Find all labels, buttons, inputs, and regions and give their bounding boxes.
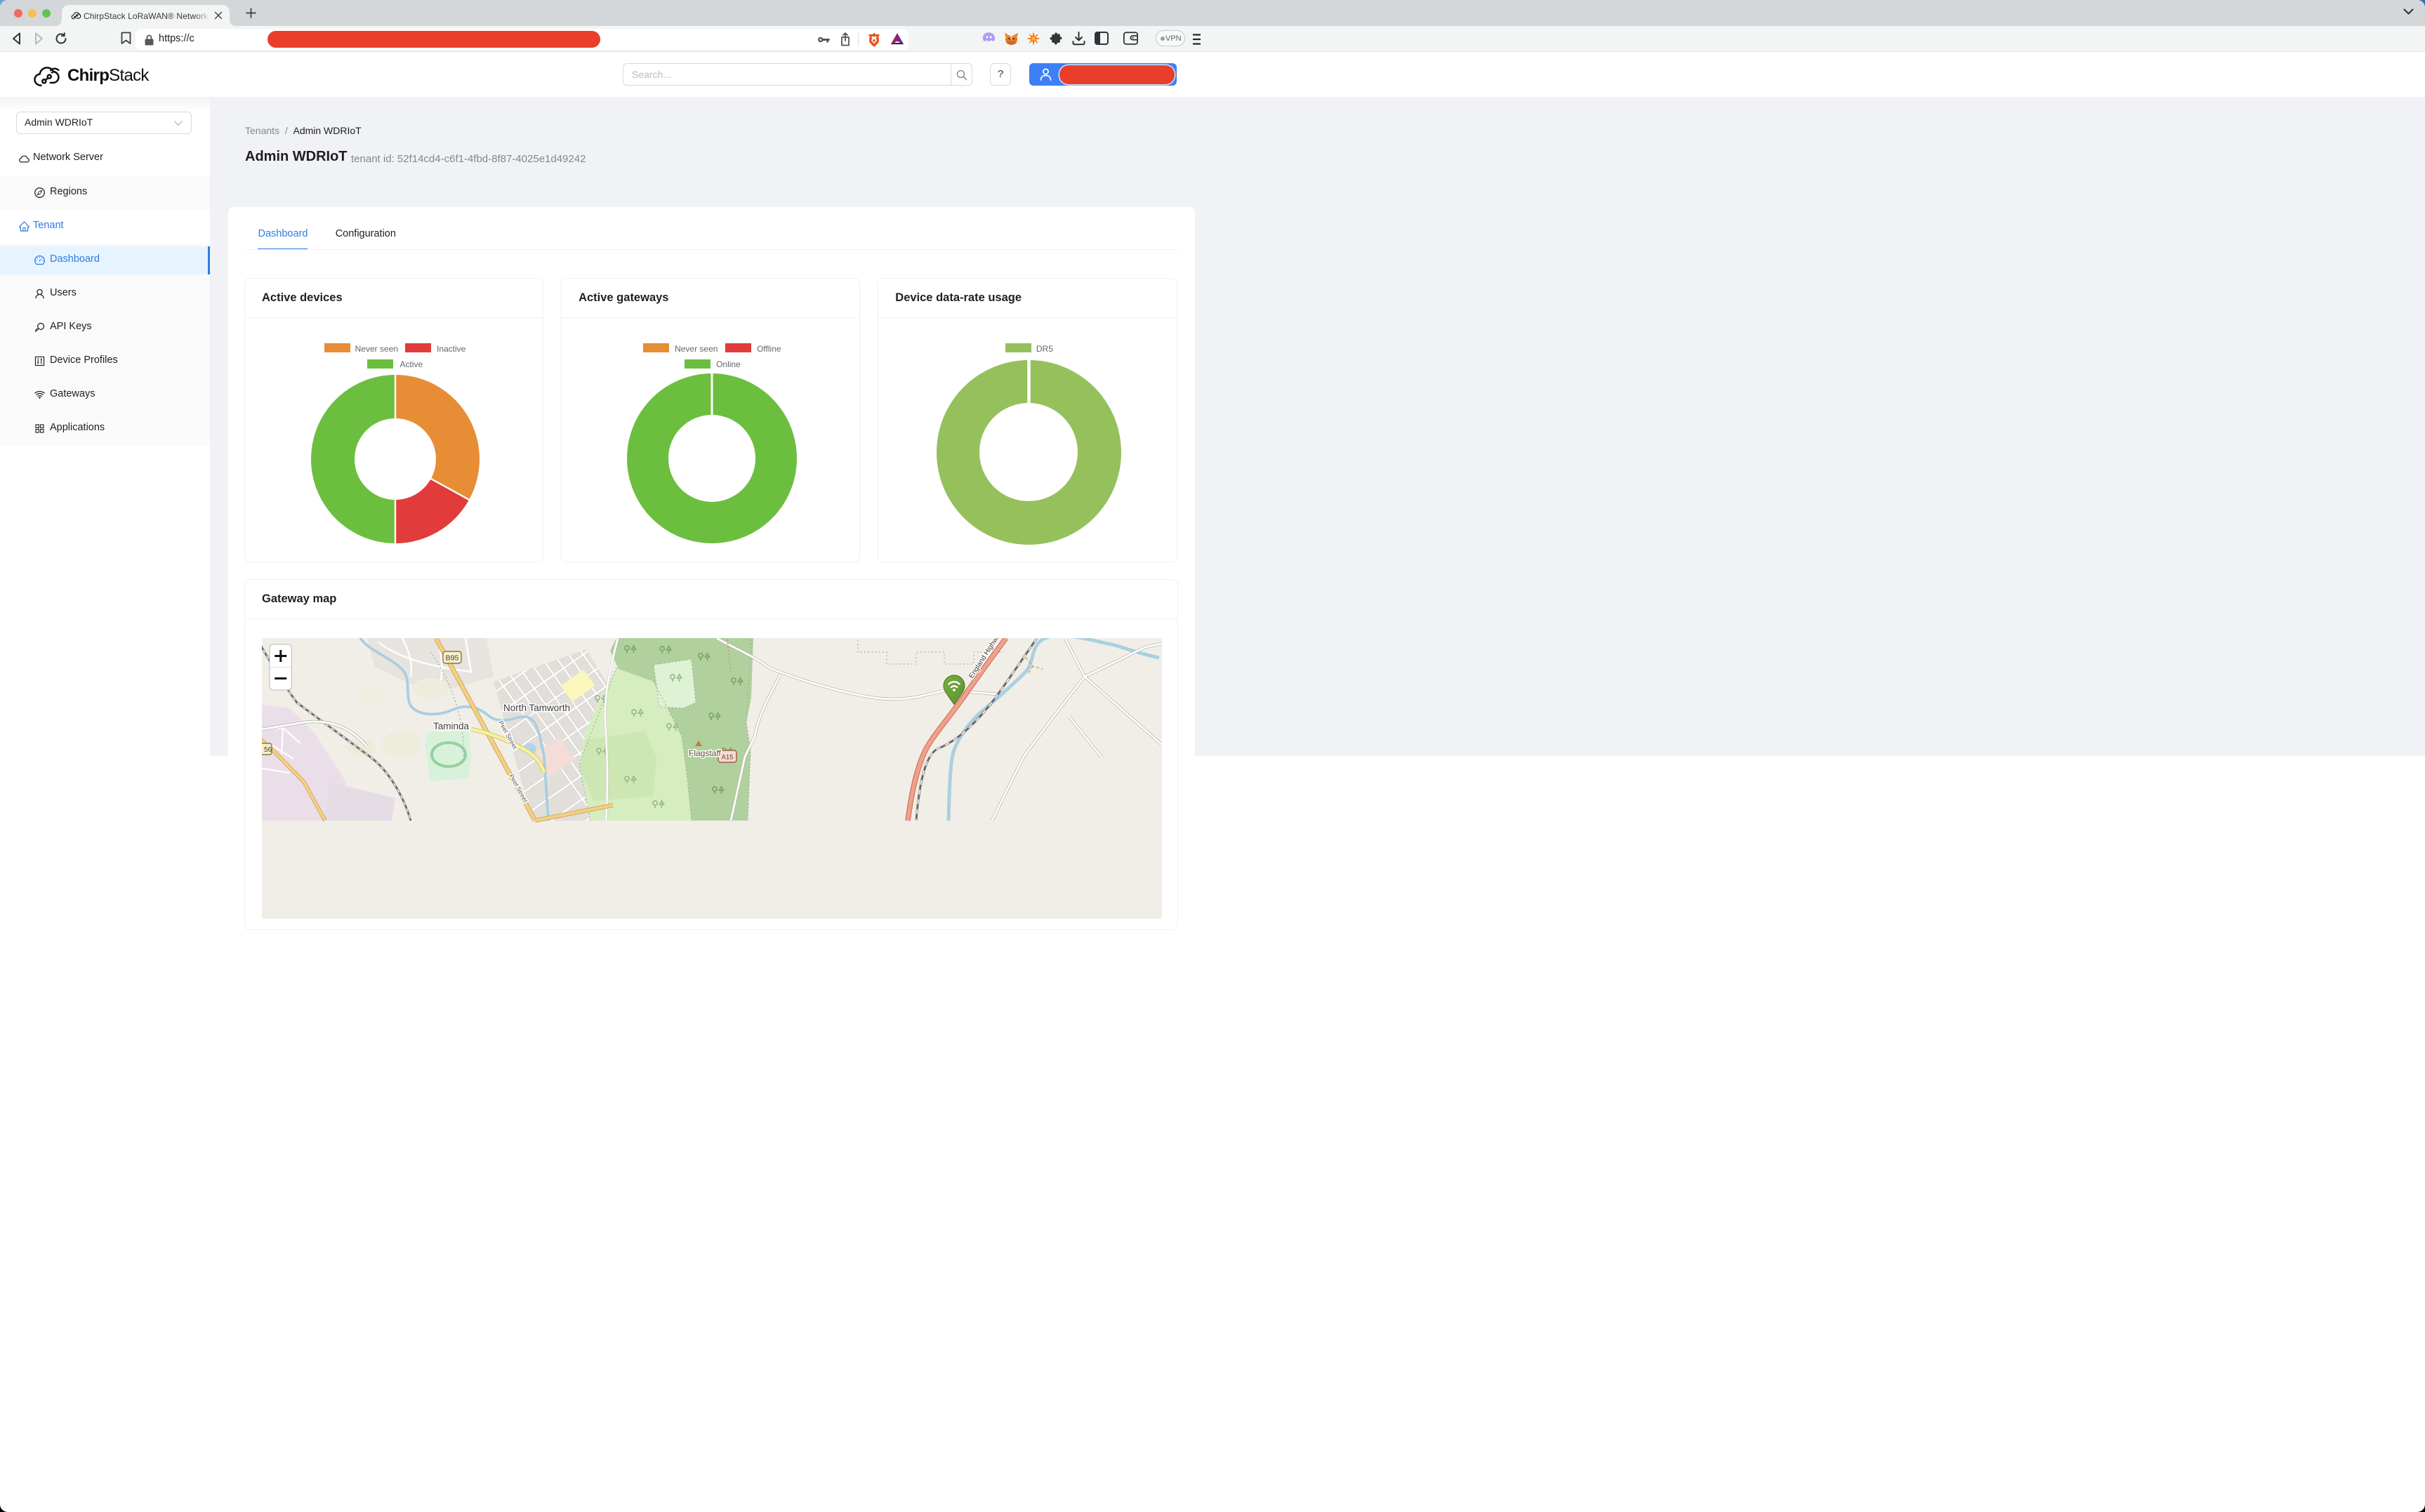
svg-text:B95: B95 [446, 654, 459, 662]
svg-text:Taminda: Taminda [433, 721, 470, 731]
svg-text:North Tamworth: North Tamworth [503, 703, 570, 713]
svg-text:Flagstaff: Flagstaff [689, 748, 721, 758]
svg-text:56: 56 [264, 746, 272, 754]
svg-text:A15: A15 [722, 753, 734, 761]
